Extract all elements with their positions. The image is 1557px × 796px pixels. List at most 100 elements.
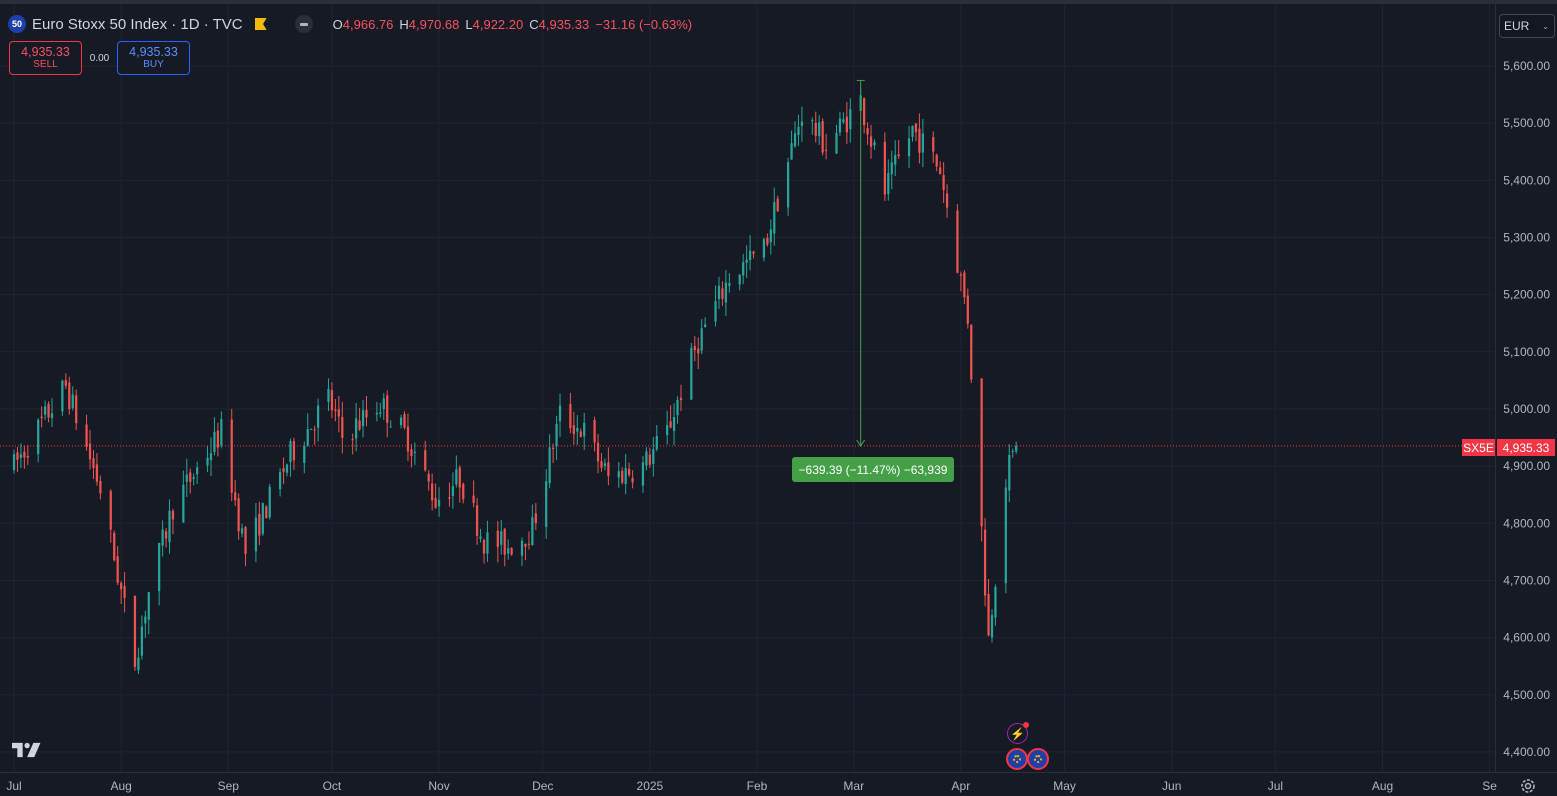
time-tick-label: Aug — [1372, 779, 1393, 793]
measure-tool[interactable] — [856, 79, 866, 447]
candle-body — [147, 592, 150, 620]
candle-body — [220, 419, 223, 446]
settings-icon[interactable] — [1518, 776, 1538, 796]
candle — [838, 111, 842, 136]
candle-body — [786, 162, 790, 208]
candle-body — [666, 425, 669, 436]
candle — [596, 434, 600, 474]
tradingview-logo-icon[interactable] — [12, 741, 44, 759]
candle — [137, 647, 140, 674]
flash-event-icon[interactable]: ⚡ — [1007, 722, 1029, 744]
candle-body — [766, 237, 769, 245]
candle — [939, 161, 942, 175]
eu-flag-event-icon[interactable] — [1027, 748, 1049, 770]
candle — [966, 288, 969, 329]
spread-value: 0.00 — [89, 52, 110, 64]
candle-body — [40, 416, 43, 419]
price-axis[interactable]: 5,600.00 5,500.00 5,400.00 5,300.00 5,200.00… — [1503, 59, 1550, 759]
open-value: 4,966.76 — [342, 16, 394, 32]
candle — [593, 416, 596, 452]
candle-body — [406, 426, 410, 452]
candle-body — [75, 395, 78, 424]
candle-body — [679, 397, 683, 401]
candle — [406, 413, 410, 461]
price-chart[interactable]: 5,600.00 5,500.00 5,400.00 5,300.00 5,200.00… — [0, 4, 1557, 796]
candle-body — [520, 540, 524, 556]
candle-body — [959, 274, 963, 276]
candle — [75, 389, 78, 430]
candle — [818, 115, 821, 145]
candle-body — [990, 615, 994, 638]
hide-legend-button[interactable] — [294, 15, 313, 33]
candle-body — [669, 421, 672, 428]
candle-body — [209, 453, 213, 461]
candle-body — [970, 324, 973, 380]
candle-body — [907, 138, 911, 157]
candle-body — [617, 471, 620, 478]
candle — [980, 378, 983, 542]
candle — [790, 130, 793, 160]
candle-body — [292, 441, 296, 461]
price-tick-label: 4,600.00 — [1503, 631, 1550, 645]
candle-body — [721, 288, 724, 299]
eu-flag-event-icon[interactable] — [1006, 748, 1028, 770]
candle-body — [120, 583, 123, 590]
candle-body — [19, 454, 23, 458]
price-tick-label: 4,400.00 — [1503, 745, 1550, 759]
candle — [334, 399, 337, 422]
candle-body — [482, 540, 486, 554]
buy-button[interactable]: 4,935.33 BUY — [117, 41, 190, 75]
candle-body — [714, 301, 717, 322]
candle-body — [185, 474, 188, 482]
candle-body — [168, 510, 171, 543]
sell-button[interactable]: 4,935.33 SELL — [9, 41, 82, 75]
flag-icon[interactable] — [254, 18, 267, 30]
candle-body — [37, 419, 40, 455]
time-tick-label: Aug — [110, 779, 131, 793]
candle-body — [50, 413, 54, 419]
candle — [693, 336, 696, 362]
candle-body — [268, 486, 271, 518]
candle — [531, 504, 534, 546]
candle-body — [824, 149, 828, 151]
candle — [303, 441, 306, 474]
candle-body — [310, 428, 313, 430]
candle — [240, 523, 244, 538]
symbol-logo-icon[interactable]: 50 — [8, 15, 26, 33]
time-tick-label: Se — [1482, 779, 1497, 793]
candle — [500, 519, 503, 555]
candle — [600, 453, 603, 472]
candle — [410, 444, 413, 468]
candle — [1011, 448, 1014, 458]
candle — [386, 390, 389, 438]
measure-label[interactable]: −639.39 (−11.47%) −63,939 — [792, 457, 954, 482]
candle-body — [503, 528, 506, 555]
candle — [285, 463, 289, 477]
candle — [676, 396, 679, 424]
candle — [624, 454, 627, 495]
candle-body — [334, 409, 337, 412]
candle-body — [773, 202, 776, 234]
candle — [85, 414, 88, 451]
candle — [863, 97, 866, 134]
candle — [379, 402, 382, 418]
candle-body — [510, 548, 513, 555]
candle — [773, 187, 776, 246]
candle-body — [887, 173, 890, 195]
change-value: −31.16 (−0.63%) — [595, 16, 693, 32]
candle-body — [717, 285, 721, 300]
candle-body — [92, 458, 95, 468]
candle — [769, 219, 772, 255]
candle — [19, 443, 23, 468]
time-axis[interactable]: Jul Aug Sep Oct Nov Dec 2025 Feb Mar Apr May Jun Jul… — [6, 779, 1497, 793]
candle-body — [47, 403, 50, 418]
candle — [918, 113, 921, 164]
candle-body — [424, 450, 427, 471]
candle — [254, 502, 258, 563]
candle-body — [164, 531, 168, 539]
candle — [37, 418, 40, 463]
candle — [652, 437, 655, 477]
currency-select[interactable]: EUR ⌄ — [1499, 14, 1555, 38]
symbol-title[interactable]: Euro Stoxx 50 Index · 1D · TVC — [32, 15, 243, 33]
candle — [12, 449, 16, 474]
